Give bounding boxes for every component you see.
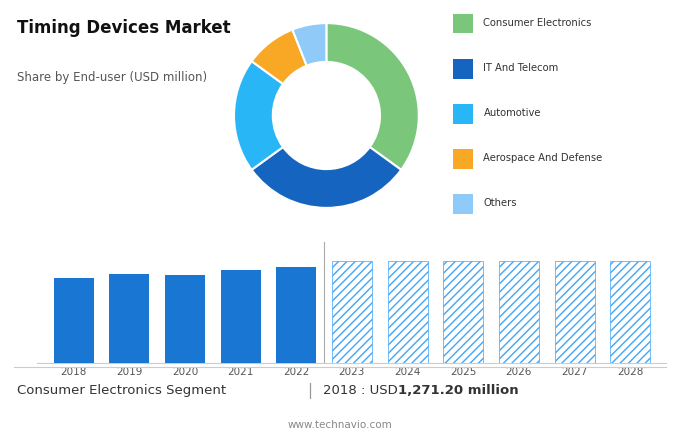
- Bar: [220, 270, 260, 363]
- Text: Others: Others: [483, 198, 517, 208]
- Text: Share by End-user (USD million): Share by End-user (USD million): [17, 70, 207, 84]
- Bar: [499, 261, 539, 363]
- Text: Consumer Electronics: Consumer Electronics: [483, 18, 592, 28]
- Bar: [332, 261, 372, 363]
- Text: Aerospace And Defense: Aerospace And Defense: [483, 153, 602, 163]
- Bar: [109, 274, 150, 363]
- Text: Timing Devices Market: Timing Devices Market: [17, 19, 231, 37]
- Wedge shape: [326, 23, 419, 170]
- Bar: [454, 14, 473, 33]
- Text: Automotive: Automotive: [483, 108, 541, 118]
- Bar: [388, 261, 428, 363]
- Bar: [554, 261, 594, 363]
- Bar: [454, 104, 473, 124]
- Bar: [454, 149, 473, 169]
- Text: IT And Telecom: IT And Telecom: [483, 63, 559, 73]
- Bar: [443, 261, 483, 363]
- Bar: [54, 278, 94, 363]
- Text: 2018 : USD: 2018 : USD: [323, 385, 402, 397]
- Text: |: |: [307, 383, 312, 399]
- Bar: [454, 59, 473, 78]
- Text: Consumer Electronics Segment: Consumer Electronics Segment: [17, 385, 226, 397]
- Bar: [454, 194, 473, 214]
- Text: www.technavio.com: www.technavio.com: [288, 420, 392, 430]
- Wedge shape: [234, 61, 283, 170]
- Wedge shape: [252, 29, 307, 84]
- Bar: [276, 267, 316, 363]
- Bar: [165, 275, 205, 363]
- Wedge shape: [252, 147, 401, 208]
- Text: 1,271.20 million: 1,271.20 million: [398, 385, 518, 397]
- Bar: [610, 261, 650, 363]
- Wedge shape: [292, 23, 326, 66]
